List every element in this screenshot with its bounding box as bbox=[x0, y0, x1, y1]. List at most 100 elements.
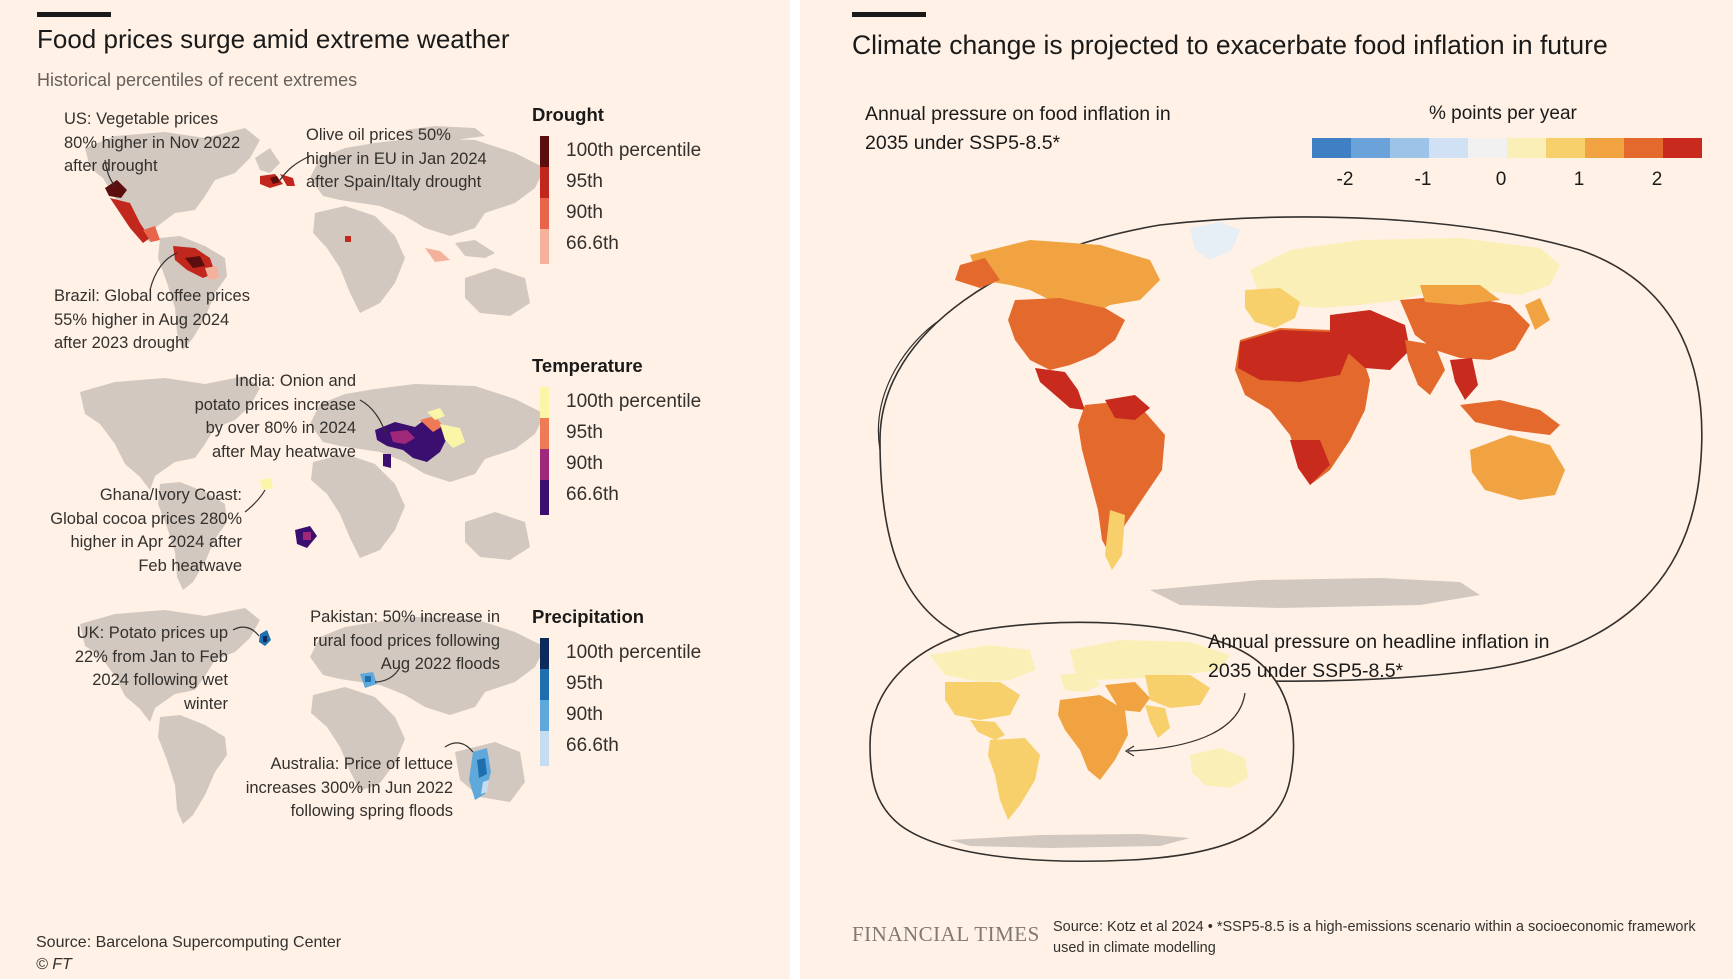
precipitation-map bbox=[80, 608, 545, 824]
middle-east bbox=[1330, 310, 1410, 370]
precipitation-legend-label: 66.6th bbox=[566, 735, 619, 756]
drought-legend-row: 90th bbox=[540, 198, 740, 233]
right-panel: Climate change is projected to exacerbat… bbox=[800, 0, 1733, 979]
canada bbox=[970, 240, 1160, 318]
drought-legend-title: Drought bbox=[532, 104, 604, 125]
title-accent-bar bbox=[852, 12, 926, 17]
drought-map-leaders bbox=[104, 155, 311, 291]
temperature-legend-row: 100th percentile bbox=[540, 387, 740, 422]
inset-australia bbox=[1190, 748, 1248, 788]
inset-russia bbox=[1070, 640, 1230, 680]
drought-swatch-100 bbox=[540, 136, 549, 171]
precipitation-map-land bbox=[80, 608, 545, 824]
precipitation-legend-row: 90th bbox=[540, 700, 740, 735]
inset-south-america bbox=[988, 738, 1040, 820]
temperature-swatch-66 bbox=[540, 480, 549, 515]
scale-swatch bbox=[1429, 138, 1468, 158]
temperature-legend-label: 66.6th bbox=[566, 484, 619, 505]
drought-map bbox=[85, 126, 545, 350]
temperature-swatch-90 bbox=[540, 449, 549, 484]
ft-logo: FINANCIAL TIMES bbox=[852, 922, 1040, 946]
temperature-swatch-100 bbox=[540, 387, 549, 422]
scale-swatch bbox=[1663, 138, 1702, 158]
left-panel: Food prices surge amid extreme weather H… bbox=[0, 0, 790, 979]
scale-tick: -1 bbox=[1414, 169, 1432, 190]
argentina-chile bbox=[1105, 510, 1125, 570]
north-africa bbox=[1238, 330, 1350, 382]
precipitation-legend-title: Precipitation bbox=[532, 606, 645, 627]
drought-annotation-us: US: Vegetable prices 80% higher in Nov 2… bbox=[64, 110, 241, 175]
scale-swatch bbox=[1390, 138, 1429, 158]
scale-tick: -2 bbox=[1336, 169, 1354, 190]
drought-legend-label: 95th bbox=[566, 171, 603, 192]
temperature-legend-row: 66.6th bbox=[540, 480, 740, 515]
food-inflation-annotation: Annual pressure on food inflation in 203… bbox=[865, 103, 1171, 154]
central-asia bbox=[1420, 285, 1500, 305]
headline-inflation-map bbox=[869, 621, 1295, 862]
southern-africa bbox=[1290, 440, 1330, 485]
temperature-legend-row: 90th bbox=[540, 449, 740, 484]
temperature-annotation-ghana: Ghana/Ivory Coast: Global cocoa prices 2… bbox=[50, 486, 242, 575]
inset-middle-east bbox=[1105, 682, 1150, 712]
drought-annotation-brazil: Brazil: Global coffee prices 55% higher … bbox=[54, 287, 250, 352]
indonesia bbox=[1460, 400, 1560, 435]
left-copyright: © FT bbox=[36, 956, 72, 973]
precipitation-annotation-pakistan: Pakistan: 50% increase in rural food pri… bbox=[310, 608, 500, 673]
right-source: Source: Kotz et al 2024 • *SSP5-8.5 is a… bbox=[1053, 919, 1696, 956]
drought-swatch-95 bbox=[540, 167, 549, 202]
china bbox=[1400, 295, 1530, 360]
precipitation-annotation-australia: Australia: Price of lettuce increases 30… bbox=[245, 755, 453, 820]
precipitation-swatch-66 bbox=[540, 731, 549, 766]
south-america bbox=[1078, 402, 1165, 555]
drought-swatch-90 bbox=[540, 198, 549, 233]
drought-legend-row: 100th percentile bbox=[540, 136, 740, 171]
left-subtitle: Historical percentiles of recent extreme… bbox=[37, 70, 358, 90]
food-annotation-leader bbox=[877, 319, 941, 451]
europe bbox=[1245, 288, 1300, 328]
temperature-legend-row: 95th bbox=[540, 418, 740, 453]
precipitation-legend-label: 90th bbox=[566, 704, 603, 725]
temperature-map-highlights bbox=[260, 408, 465, 548]
inset-india bbox=[1145, 705, 1170, 738]
precipitation-legend-label: 95th bbox=[566, 673, 603, 694]
precipitation-legend-row: 95th bbox=[540, 669, 740, 704]
temperature-map-leaders bbox=[244, 399, 386, 513]
temperature-map bbox=[80, 376, 545, 590]
scale-tick: 2 bbox=[1651, 169, 1663, 190]
temperature-legend-label: 95th bbox=[566, 422, 603, 443]
precipitation-legend-row: 100th percentile bbox=[540, 638, 740, 673]
left-source: Source: Barcelona Supercomputing Center bbox=[36, 934, 342, 951]
southeast-asia bbox=[1450, 358, 1478, 400]
left-title: Food prices surge amid extreme weather bbox=[37, 24, 510, 54]
scale-swatch bbox=[1312, 138, 1351, 158]
temperature-map-land bbox=[80, 376, 545, 590]
right-title: Climate change is projected to exacerbat… bbox=[852, 30, 1608, 60]
inset-usa bbox=[945, 682, 1020, 720]
precipitation-legend-label: 100th percentile bbox=[566, 642, 702, 663]
australia bbox=[1470, 435, 1565, 500]
inset-china bbox=[1145, 675, 1210, 708]
scale-tick: 1 bbox=[1573, 169, 1585, 190]
alaska bbox=[955, 258, 1000, 288]
inset-antarctica bbox=[950, 834, 1190, 848]
precipitation-map-leaders bbox=[232, 626, 474, 753]
drought-legend-label: 66.6th bbox=[566, 233, 619, 254]
drought-legend-row: 95th bbox=[540, 167, 740, 202]
inset-europe bbox=[1060, 672, 1100, 692]
temperature-legend-label: 90th bbox=[566, 453, 603, 474]
venezuela bbox=[1105, 395, 1150, 420]
inset-mexico bbox=[970, 720, 1005, 740]
color-scale bbox=[1312, 138, 1702, 158]
india bbox=[1405, 340, 1445, 395]
drought-map-highlights bbox=[105, 174, 450, 280]
mexico-central-america bbox=[1035, 368, 1085, 410]
scale-swatch bbox=[1507, 138, 1546, 158]
drought-legend-label: 90th bbox=[566, 202, 603, 223]
scale-swatch bbox=[1585, 138, 1624, 158]
greenland bbox=[1190, 222, 1240, 260]
temperature-annotation-india: India: Onion and potato prices increase … bbox=[194, 372, 356, 461]
scale-title: % points per year bbox=[1429, 103, 1577, 124]
temperature-swatch-95 bbox=[540, 418, 549, 453]
scale-swatch bbox=[1546, 138, 1585, 158]
food-inflation-map bbox=[877, 216, 1703, 682]
